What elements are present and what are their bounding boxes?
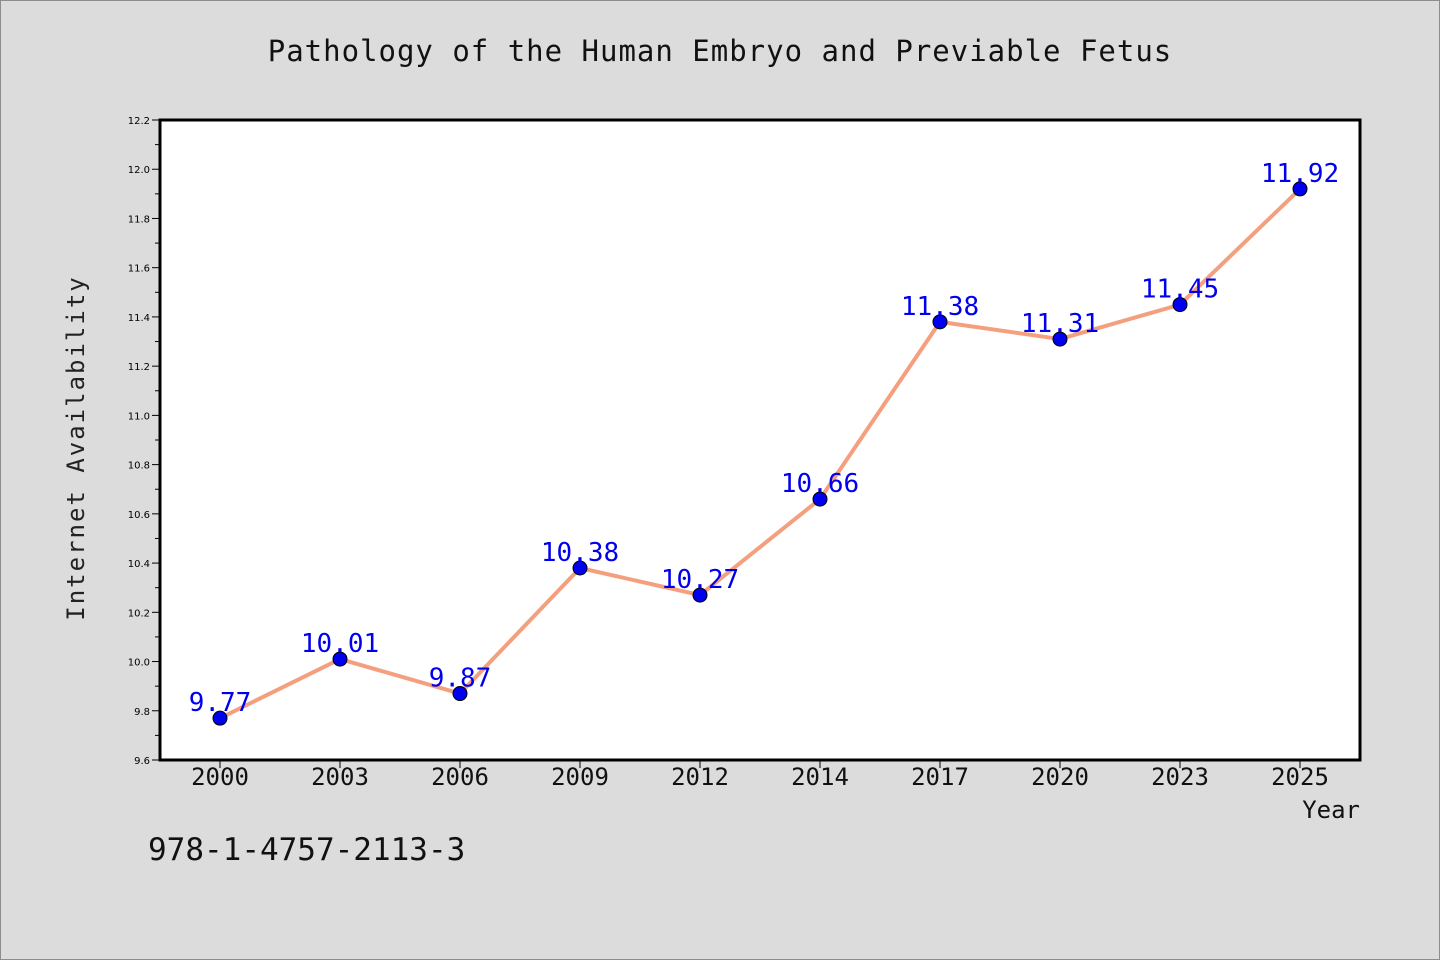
- y-tick-label: 10.2: [128, 608, 150, 619]
- y-tick-label: 11.0: [128, 411, 150, 422]
- x-tick-label: 2020: [1031, 763, 1089, 791]
- isbn-text: 978-1-4757-2113-3: [148, 832, 466, 868]
- x-axis-label: Year: [1302, 796, 1360, 824]
- data-point: [572, 560, 588, 576]
- data-label: 10.66: [781, 469, 859, 499]
- data-point: [452, 686, 468, 702]
- y-tick-label: 10.4: [128, 559, 150, 570]
- y-tick-label: 11.8: [128, 214, 150, 225]
- data-label: 9.87: [429, 664, 492, 694]
- data-label: 11.45: [1141, 275, 1219, 305]
- y-tick-label: 10.0: [128, 658, 150, 669]
- data-label: 10.38: [541, 538, 619, 568]
- data-label: 9.77: [189, 688, 252, 718]
- data-point: [1292, 181, 1308, 197]
- data-label: 11.92: [1261, 159, 1339, 189]
- data-point: [1052, 331, 1068, 347]
- data-point: [812, 491, 828, 507]
- data-point: [212, 710, 228, 726]
- y-tick-label: 12.0: [128, 165, 150, 176]
- x-tick-label: 2000: [191, 763, 249, 791]
- x-tick-label: 2003: [311, 763, 369, 791]
- y-tick-label: 10.6: [128, 510, 150, 521]
- y-tick-label: 12.2: [128, 116, 150, 127]
- plot-area: [160, 120, 1360, 760]
- chart-title: Pathology of the Human Embryo and Previa…: [267, 34, 1173, 68]
- x-tick-label: 2012: [671, 763, 729, 791]
- x-tick-label: 2014: [791, 763, 849, 791]
- data-point: [692, 587, 708, 603]
- y-tick-label: 10.8: [128, 461, 150, 472]
- data-point: [932, 314, 948, 330]
- data-label: 10.01: [301, 629, 379, 659]
- y-tick-label: 11.2: [128, 362, 150, 373]
- y-tick-label: 11.4: [128, 313, 150, 324]
- x-tick-label: 2023: [1151, 763, 1209, 791]
- data-label: 11.38: [901, 292, 979, 322]
- x-tick-label: 2025: [1271, 763, 1329, 791]
- x-tick-label: 2006: [431, 763, 489, 791]
- x-tick-label: 2017: [911, 763, 969, 791]
- plot-border: [158, 118, 1362, 762]
- x-tick-label: 2009: [551, 763, 609, 791]
- data-label: 10.27: [661, 565, 739, 595]
- y-tick-label: 9.6: [134, 756, 150, 767]
- y-tick-label: 11.6: [128, 264, 150, 275]
- y-tick-label: 9.8: [134, 707, 150, 718]
- data-point: [332, 651, 348, 667]
- series-line: [218, 186, 1302, 721]
- data-point: [1172, 297, 1188, 313]
- data-label: 11.31: [1021, 309, 1099, 339]
